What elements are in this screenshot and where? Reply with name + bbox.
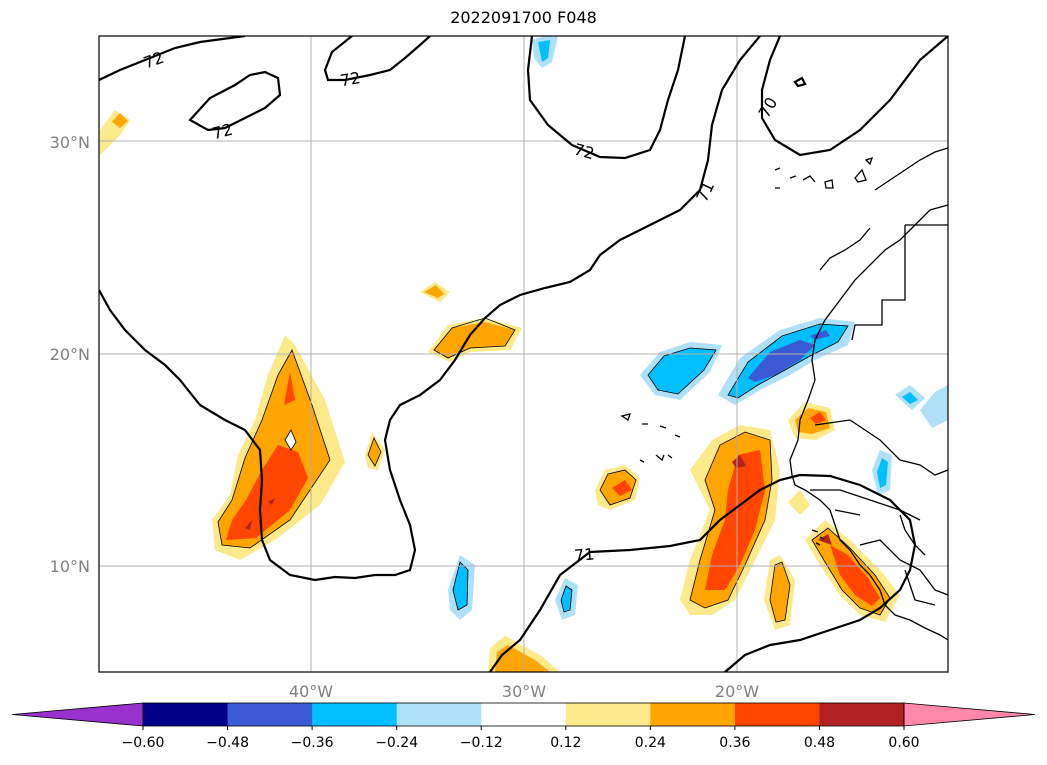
contour-labels: 72 72 72 72 71 70 71 <box>141 48 781 565</box>
positive-anomaly-area <box>810 412 826 424</box>
negative-anomaly-area <box>453 562 468 610</box>
contour-label: 72 <box>210 120 235 144</box>
africa-coastline <box>789 204 948 641</box>
contour-70 <box>760 36 948 157</box>
colorbar-segment <box>143 703 229 726</box>
lon-label: 30°W <box>502 682 546 701</box>
positive-anomaly-area <box>788 490 810 515</box>
colorbar-segment <box>312 703 398 726</box>
colorbar-segment <box>227 703 313 726</box>
lon-label: 20°W <box>715 682 759 701</box>
positive-anomaly-area <box>226 445 308 540</box>
map-frame <box>98 35 949 673</box>
longitude-labels: 40°W 30°W 20°W <box>289 682 759 701</box>
lat-label: 20°N <box>50 345 90 364</box>
contour-label: 72 <box>572 140 597 164</box>
iberia-coastline <box>819 227 871 271</box>
lon-label: 40°W <box>289 682 333 701</box>
colorbar-segment <box>481 703 567 726</box>
colorbar-tick-label: −0.12 <box>460 735 503 751</box>
positive-anomaly-area <box>732 455 746 468</box>
lat-label: 10°N <box>50 557 90 576</box>
colorbar-tick-label: −0.24 <box>375 735 418 751</box>
canary-islands <box>774 156 874 189</box>
colorbar-extend-max <box>903 702 1036 727</box>
colorbar-tick-label: 0.36 <box>719 735 750 751</box>
positive-anomaly-area <box>434 322 515 358</box>
positive-anomaly-area <box>284 372 295 405</box>
positive-anomaly-area <box>112 113 128 128</box>
lat-label: 30°N <box>50 133 90 152</box>
positive-anomaly-area <box>424 285 444 298</box>
positive-anomaly-area <box>495 645 550 672</box>
negative-anomaly-area <box>810 330 830 340</box>
colorbar-tick-label: 0.60 <box>888 735 919 751</box>
positive-anomaly-area <box>830 545 880 606</box>
anomaly-fills <box>100 36 948 672</box>
colorbar-tick-label: −0.60 <box>122 735 165 751</box>
positive-anomaly-area <box>705 450 765 590</box>
positive-anomaly-area <box>770 562 790 622</box>
contour-71-south <box>489 473 917 672</box>
contour-label: 72 <box>339 68 362 90</box>
colorbar-segment <box>565 703 651 726</box>
cape-verde-islands <box>620 413 681 463</box>
colorbar-frame <box>142 702 905 727</box>
colorbar-tick-label: 0.24 <box>635 735 666 751</box>
map-title: 2022091700 F048 <box>450 8 597 27</box>
contour-72-central <box>526 36 687 160</box>
contour-72-closed <box>188 70 282 132</box>
colorbar-tick-label: 0.48 <box>804 735 835 751</box>
colorbar: −0.60 −0.48 −0.36 −0.24 −0.12 0.12 0.24 0.36 0.4… <box>11 702 1036 751</box>
negative-anomaly-area <box>902 392 918 404</box>
contour-71-main <box>99 36 761 582</box>
anomaly-outlines <box>217 317 891 623</box>
contour-70-small <box>793 76 807 88</box>
negative-anomaly-area <box>648 348 716 394</box>
negative-anomaly-area <box>877 458 888 488</box>
height-contours <box>99 36 948 672</box>
colorbar-tick-label: 0.12 <box>550 735 581 751</box>
positive-anomaly-area <box>218 350 330 548</box>
colorbar-segment <box>650 703 736 726</box>
contour-label: 71 <box>573 544 595 565</box>
negative-anomaly-area <box>538 40 550 62</box>
europe-coastline <box>874 147 948 191</box>
positive-anomaly-area <box>245 498 275 530</box>
negative-anomaly-area <box>920 385 948 428</box>
latitude-labels: 30°N 20°N 10°N <box>50 133 90 576</box>
colorbar-segment <box>396 703 482 726</box>
colorbar-segment <box>734 703 820 726</box>
contour-72-nw <box>99 36 246 81</box>
positive-anomaly-area <box>818 534 832 545</box>
colorbar-tick-label: −0.36 <box>291 735 334 751</box>
colorbar-tick-label: −0.48 <box>206 735 249 751</box>
colorbar-segment <box>819 703 905 726</box>
contour-72-north <box>323 36 431 82</box>
map-gridlines <box>99 36 948 672</box>
positive-anomaly-area <box>612 480 632 496</box>
bijagos-islands <box>811 529 825 546</box>
neutral-area <box>285 430 296 450</box>
colorbar-extend-min <box>11 702 144 727</box>
negative-anomaly-area <box>748 340 815 382</box>
